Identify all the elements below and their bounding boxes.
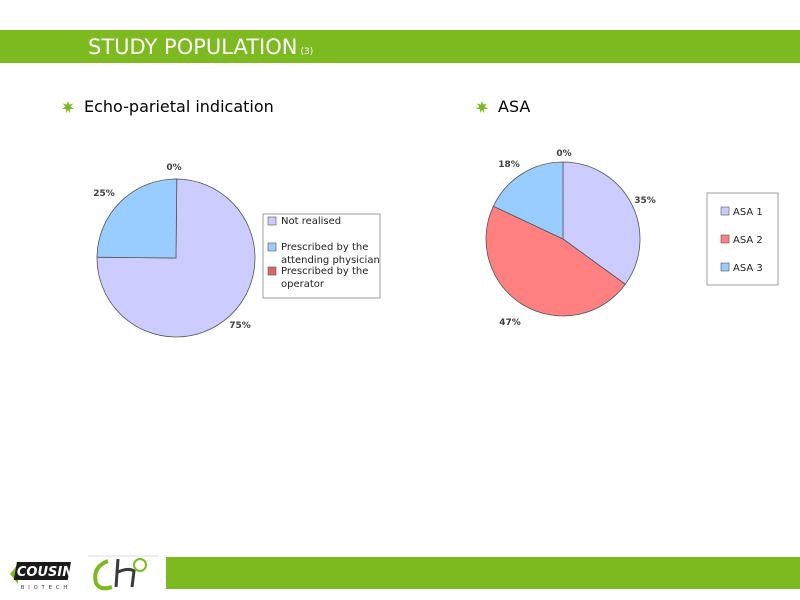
footer-bar bbox=[166, 557, 800, 589]
legend-swatch-1 bbox=[267, 216, 277, 226]
svg-text:COUSIN: COUSIN bbox=[17, 565, 73, 580]
legend-swatch-asa-1 bbox=[720, 206, 730, 216]
data-label-asa-zero: 0% bbox=[556, 149, 571, 159]
pie-slice-asa-3 bbox=[492, 161, 564, 240]
page-title-suffix: (3) bbox=[300, 47, 314, 57]
star-bullet-icon bbox=[62, 101, 74, 113]
pie-slice-asa-1 bbox=[562, 161, 641, 285]
data-label-asa-2: 47% bbox=[499, 318, 521, 328]
data-label-asa-1: 35% bbox=[634, 196, 656, 206]
legend-label-1-1: Not realised bbox=[281, 216, 341, 227]
legend-swatch-3 bbox=[267, 266, 277, 276]
legend-swatch-2 bbox=[267, 242, 277, 252]
legend-label-3-2: operator bbox=[281, 279, 325, 290]
bullet-asa: ASA bbox=[476, 97, 530, 116]
data-label-operator: 0% bbox=[166, 163, 181, 173]
legend-box-2 bbox=[706, 192, 779, 286]
legend-label-2-1: Prescribed by the bbox=[281, 242, 368, 253]
legend-label-2-2: attending physician bbox=[281, 255, 380, 266]
legend-label-3-1: Prescribed by the bbox=[281, 266, 368, 277]
legend-box-1 bbox=[262, 213, 381, 299]
pie-slice-asa-2 bbox=[485, 205, 626, 317]
cousin-biotech-logo: COUSIN BIOTECH bbox=[10, 562, 73, 591]
legend-label-asa-2: ASA 2 bbox=[733, 235, 763, 246]
bullet-echo-parietal: Echo-parietal indication bbox=[62, 97, 274, 116]
bullet-text: ASA bbox=[498, 97, 531, 116]
legend-swatch-asa-3 bbox=[720, 262, 730, 272]
svg-text:BIOTECH: BIOTECH bbox=[21, 585, 71, 591]
star-bullet-icon bbox=[476, 101, 488, 113]
legend-label-asa-1: ASA 1 bbox=[733, 207, 763, 218]
ch-logo bbox=[88, 555, 158, 591]
legend-swatch-asa-2 bbox=[720, 234, 730, 244]
bullet-text: Echo-parietal indication bbox=[84, 97, 274, 116]
pie-slice-2 bbox=[96, 178, 178, 259]
page-title: STUDY POPULATION (3) bbox=[88, 35, 314, 59]
data-label-not-realised: 75% bbox=[229, 321, 251, 331]
header-bar bbox=[0, 30, 800, 63]
data-label-asa-3: 18% bbox=[498, 160, 520, 170]
data-label-attending-physician: 25% bbox=[93, 189, 115, 199]
legend-label-asa-3: ASA 3 bbox=[733, 263, 763, 274]
